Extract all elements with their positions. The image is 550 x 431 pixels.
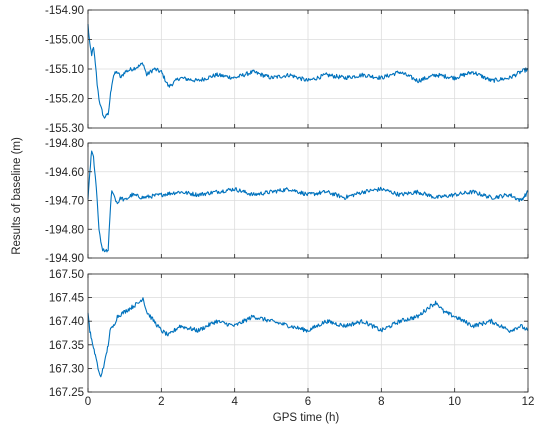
x-tick-label: 6 <box>305 396 311 408</box>
series-line <box>87 150 529 253</box>
y-tick-label: -194.80 <box>45 224 84 236</box>
x-axis-label: GPS time (h) <box>273 412 340 424</box>
panel-top: -155.30 -155.20 -155.10 -155.00 -154.90 <box>45 5 529 135</box>
y-tick-label: 167.35 <box>49 340 84 352</box>
y-tick-label: 167.25 <box>49 387 84 399</box>
y-tick-label: 167.45 <box>49 293 84 305</box>
x-tick-label: 8 <box>378 396 384 408</box>
y-tick-label: -154.90 <box>45 5 84 17</box>
y-tick-label: -155.30 <box>45 123 84 135</box>
y-tick-label: -155.20 <box>45 94 84 106</box>
y-axis-label: Results of baseline (m) <box>11 137 23 255</box>
y-tick-label: -155.10 <box>45 64 84 76</box>
y-tick-label: -155.00 <box>45 35 84 47</box>
panel-middle: -194.90 -194.80 -194.70 -194.60 -194.80 <box>45 138 529 265</box>
x-tick-label: 10 <box>448 396 461 408</box>
y-tick-label: -194.80 <box>45 138 84 150</box>
panel-bottom: 0 2 4 6 8 10 12 167.25 167.30 167.35 167.40 167.45 1… <box>49 269 535 408</box>
y-tick-label: -194.60 <box>45 167 84 179</box>
x-tick-label: 0 <box>85 396 91 408</box>
y-tick-label: 167.30 <box>49 363 84 375</box>
series-line <box>87 297 529 378</box>
x-tick-label: 2 <box>158 396 164 408</box>
y-tick-label: 167.40 <box>49 316 84 328</box>
x-tick-label: 4 <box>231 396 238 408</box>
y-tick-label: 167.50 <box>49 269 84 281</box>
x-tick-label: 12 <box>522 396 535 408</box>
series-line <box>87 24 529 119</box>
y-tick-label: -194.90 <box>45 253 84 265</box>
y-tick-label: -194.70 <box>45 196 84 208</box>
